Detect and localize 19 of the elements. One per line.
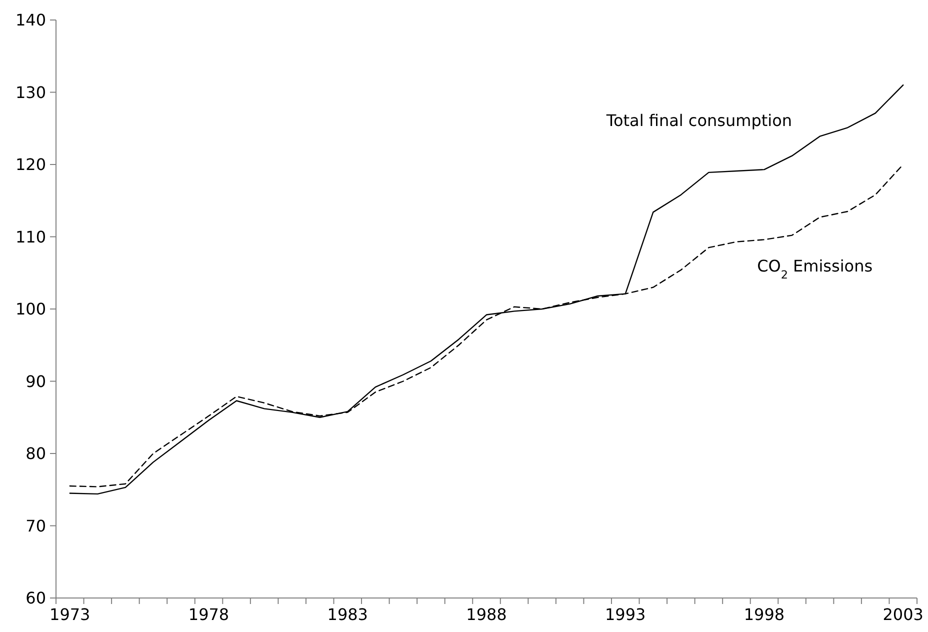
x-tick-label: 2003 — [882, 605, 924, 624]
y-tick-label: 90 — [26, 372, 46, 391]
y-tick-label: 80 — [26, 444, 46, 464]
series-label: Total final consumption — [605, 110, 792, 130]
x-tick-label: 1988 — [466, 605, 507, 624]
y-tick-label: 120 — [15, 155, 46, 174]
x-tick-label: 1983 — [327, 605, 368, 624]
y-tick-label: 140 — [15, 10, 46, 30]
y-tick-label: 70 — [26, 516, 46, 536]
y-tick-label: 60 — [26, 588, 46, 608]
x-tick-label: 1978 — [188, 605, 230, 624]
y-tick-label: 110 — [15, 227, 46, 246]
y-tick-label: 130 — [15, 82, 46, 102]
line-series — [69, 84, 904, 495]
x-tick-label: 1998 — [744, 605, 785, 624]
x-tick-label: 1993 — [605, 605, 646, 624]
series-label: CO$_{2}$ Emissions — [757, 256, 873, 281]
y-tick-label: 100 — [15, 300, 46, 319]
x-tick-label: 1973 — [50, 605, 90, 624]
